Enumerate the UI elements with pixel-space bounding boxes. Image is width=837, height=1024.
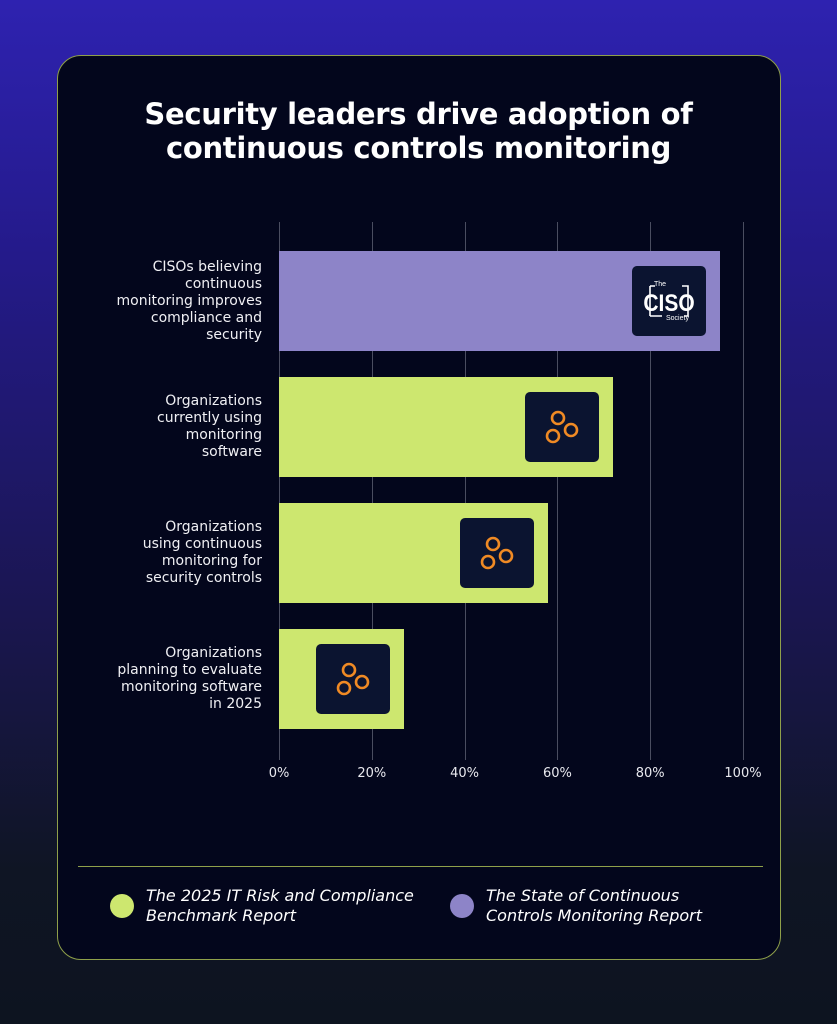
legend-item-benchmark: The 2025 IT Risk and Compliance Benchmark… [110,886,414,926]
legend-swatch-purple [450,894,474,918]
category-label-line: security controls [145,570,262,586]
category-label-line: continuous [185,275,262,292]
x-tick-label: 100% [724,766,762,781]
legend-text: Benchmark Report [146,906,296,925]
svg-text:The: The [654,281,666,288]
category-label-line: monitoring for [161,553,262,569]
title-line-1: Security leaders drive adoption of [144,97,693,131]
category-label-line: compliance and [150,309,262,326]
category-label-line: CISOs believing [152,258,262,275]
category-label: CISOs believing continuous monitoring impr… [62,258,263,344]
rings-logo [525,392,600,462]
category-label-line: monitoring improves [116,292,263,309]
category-label-line: monitoring [185,427,262,443]
rings-logo [460,518,535,588]
category-label-line: currently using [157,410,262,426]
gridline [743,222,744,760]
category-label-line: Organizations [165,519,262,535]
x-tick-label: 40% [450,766,480,781]
rings-logo [316,644,391,714]
legend-item-ccm-report: The State of Continuous Controls Monitori… [450,886,702,926]
x-tick-label: 0% [268,766,290,781]
gridline [371,222,373,760]
category-label-line: security [206,326,262,343]
legend-text: The 2025 IT Risk and Compliance [146,886,414,905]
category-label: Organizations planning to evaluate monitor… [62,645,262,713]
legend-text: The State of Continuous [486,886,680,905]
x-tick-label: 80% [635,766,665,781]
bar [279,503,549,603]
category-label-line: monitoring software [121,679,262,695]
svg-text:Society: Society [666,315,689,322]
category-label-line: using continuous [142,536,262,552]
gridline [650,222,652,760]
category-label-line: planning to evaluate [117,662,262,678]
category-label-line: Organizations [165,645,262,661]
title-line-2: continuous controls monitoring [165,131,672,165]
gridline [279,222,280,760]
svg-text:CISO: CISO [643,290,694,317]
category-label-line: in 2025 [209,696,262,712]
x-tick-label: 20% [357,766,387,781]
gridline [557,222,559,760]
category-label: Organizations currently using monitoring so… [62,393,262,461]
category-label-line: Organizations [165,393,262,409]
category-label: Organizations using continuous monitoring … [62,519,262,587]
bar [279,629,405,729]
category-label-line: software [201,444,262,460]
x-tick-label: 60% [542,766,572,781]
legend-swatch-green [110,894,134,918]
legend-text: Controls Monitoring Report [486,906,703,925]
gridline [464,222,466,760]
ciso-society-logo: The CISO Society [631,266,706,336]
chart-title: Security leaders drive adoption of conti… [0,97,837,165]
bar [279,377,614,477]
bar: The CISO Society [279,251,720,351]
legend-divider [78,866,763,867]
